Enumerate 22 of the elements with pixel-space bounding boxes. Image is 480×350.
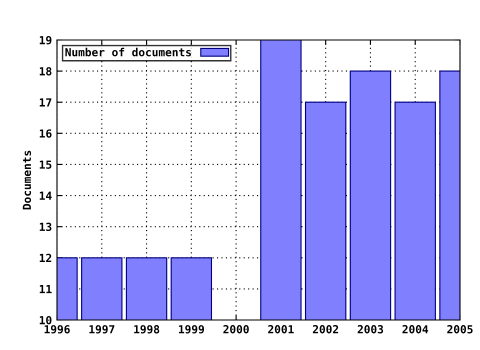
x-tick-label: 2001 xyxy=(268,325,294,334)
y-tick-label: 14 xyxy=(40,192,52,200)
y-tick-label: 12 xyxy=(40,254,52,262)
x-tick-label: 1999 xyxy=(178,325,204,334)
x-tick-label: 1996 xyxy=(44,325,70,334)
x-tick-label: 2005 xyxy=(447,325,473,334)
x-tick-label: 1997 xyxy=(89,325,114,334)
y-tick-label: 16 xyxy=(40,129,52,138)
y-tick-label: 18 xyxy=(40,67,52,76)
x-tick-label: 2003 xyxy=(358,325,384,334)
y-tick-label: 13 xyxy=(40,222,52,232)
y-axis-title: Documents xyxy=(22,150,32,210)
y-tick-label: 19 xyxy=(40,36,52,44)
y-tick-label: 11 xyxy=(40,285,52,294)
y-tick-label: 10 xyxy=(40,316,52,324)
x-tick-label: 1998 xyxy=(134,325,160,334)
legend-label: Number of documents xyxy=(65,48,191,56)
x-tick-label: 2002 xyxy=(312,325,338,334)
y-tick-label: 15 xyxy=(40,160,52,169)
x-tick-label: 2000 xyxy=(223,325,249,334)
y-tick-label: 17 xyxy=(40,98,52,106)
x-tick-label: 2004 xyxy=(402,325,428,334)
